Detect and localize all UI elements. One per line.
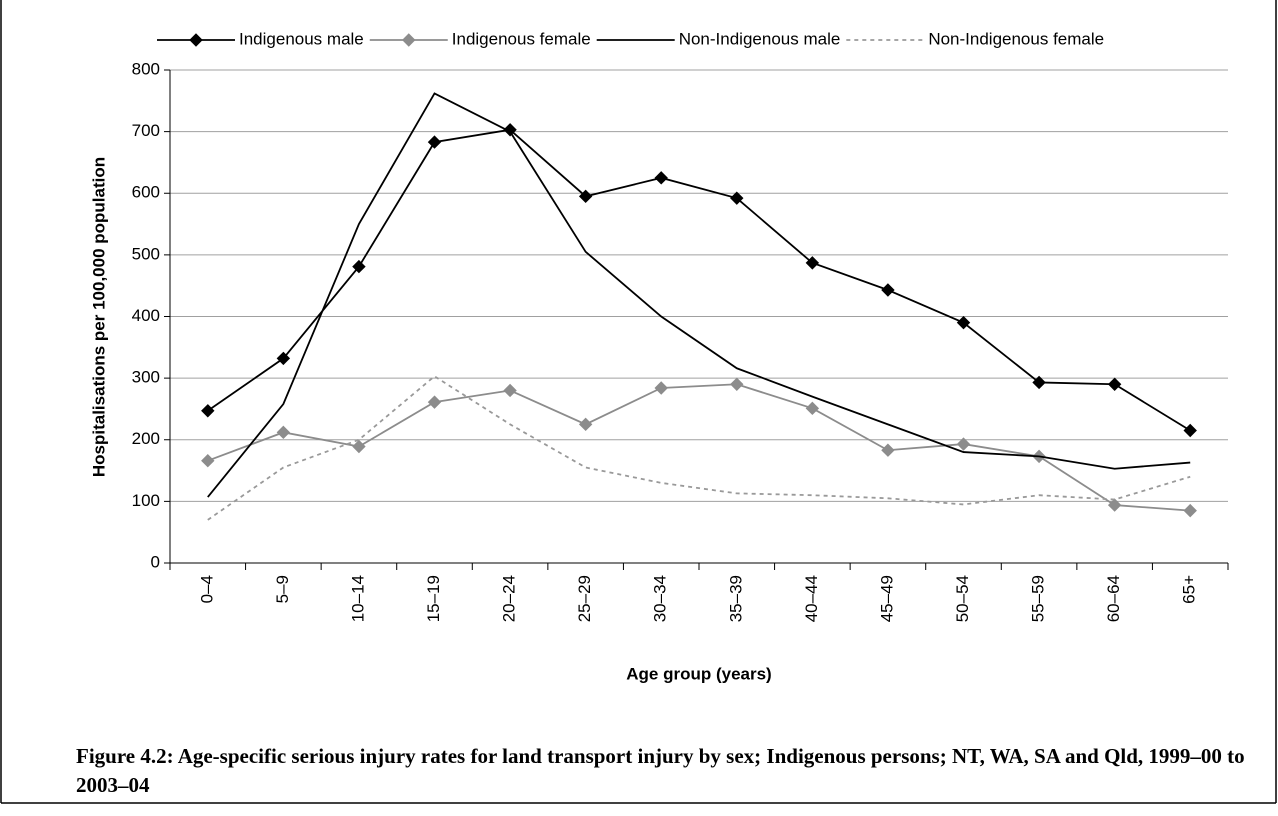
y-tick-label: 300: [132, 368, 160, 387]
x-tick-label: 20–24: [500, 575, 519, 622]
legend-marker: [402, 33, 416, 47]
x-tick-label: 5–9: [273, 575, 292, 603]
y-tick-label: 500: [132, 244, 160, 263]
x-axis-label: Age group (years): [626, 664, 771, 683]
marker: [427, 395, 442, 409]
series-line: [207, 92, 1191, 498]
marker: [1183, 423, 1197, 438]
marker: [578, 417, 593, 432]
marker: [1183, 503, 1197, 518]
marker: [503, 123, 517, 137]
x-tick-label: 0–4: [197, 575, 216, 603]
marker: [503, 383, 517, 398]
marker: [654, 171, 668, 185]
y-tick-label: 0: [151, 552, 160, 571]
x-tick-label: 50–54: [953, 575, 972, 622]
marker: [352, 439, 366, 454]
x-tick-label: 10–14: [348, 575, 367, 622]
marker: [201, 404, 215, 418]
marker: [427, 135, 442, 149]
legend-label: Non-Indigenous female: [928, 29, 1104, 48]
marker: [730, 377, 744, 391]
x-tick-label: 40–44: [802, 575, 821, 622]
marker: [1107, 377, 1122, 391]
series-line: [207, 375, 1191, 521]
x-tick-label: 30–34: [651, 575, 670, 622]
y-tick-label: 700: [132, 121, 160, 140]
x-tick-label: 55–59: [1029, 575, 1048, 622]
series-line: [207, 128, 1191, 432]
y-axis-label: Hospitalisations per 100,000 population: [89, 157, 108, 477]
marker: [578, 189, 593, 204]
x-tick-label: 65+: [1180, 575, 1199, 604]
marker: [654, 381, 668, 395]
marker: [805, 401, 820, 416]
y-tick-label: 200: [132, 429, 160, 448]
marker: [276, 425, 291, 440]
y-tick-label: 800: [132, 59, 160, 78]
marker: [956, 315, 971, 330]
marker: [805, 256, 820, 270]
series-line: [207, 383, 1191, 512]
legend-label: Indigenous female: [452, 29, 591, 48]
marker: [881, 283, 895, 297]
y-tick-label: 600: [132, 183, 160, 202]
legend-label: Non-Indigenous male: [679, 29, 841, 48]
marker: [276, 351, 291, 366]
legend-marker: [189, 33, 203, 47]
marker: [1107, 498, 1122, 512]
y-tick-label: 100: [132, 491, 160, 510]
caption: Figure 4.2: Age-specific serious injury …: [76, 744, 1245, 797]
x-tick-label: 35–39: [726, 575, 745, 622]
marker: [201, 453, 215, 468]
x-tick-label: 25–29: [575, 575, 594, 622]
marker: [1032, 375, 1046, 390]
x-tick-label: 60–64: [1104, 575, 1123, 622]
y-tick-label: 400: [132, 306, 160, 325]
legend-label: Indigenous male: [239, 29, 364, 48]
x-tick-label: 45–49: [877, 575, 896, 622]
marker: [881, 443, 895, 457]
x-tick-label: 15–19: [424, 575, 443, 622]
marker: [730, 191, 744, 205]
marker: [956, 437, 971, 451]
marker: [352, 259, 366, 274]
